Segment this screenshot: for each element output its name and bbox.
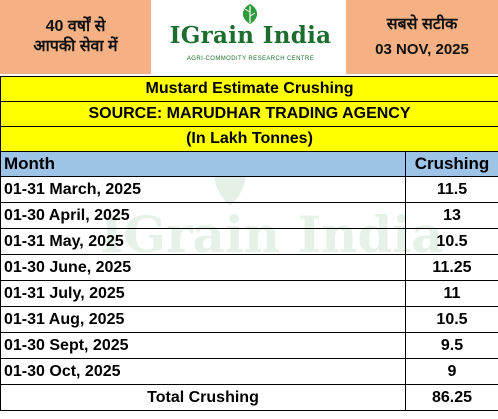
table-row: 01-31 Aug, 2025 10.5 — [0, 306, 498, 333]
logo: IGrain India AGRI-COMMODITY RESEARCH CEN… — [151, 0, 346, 74]
row-month: 01-30 Sept, 2025 — [0, 332, 406, 359]
row-month: 01-31 July, 2025 — [0, 280, 406, 307]
table-unit: (In Lakh Tonnes) — [0, 126, 498, 152]
row-crushing: 11.5 — [405, 176, 498, 203]
table-row: 01-30 Sept, 2025 9.5 — [0, 332, 498, 359]
table-row: 01-30 April, 2025 13 — [0, 202, 498, 229]
column-header-crushing: Crushing — [405, 151, 498, 177]
row-crushing: 11.25 — [405, 254, 498, 281]
header-band: 40 वर्षों से आपकी सेवा में IGrain India … — [0, 0, 498, 74]
table-row: 01-30 June, 2025 11.25 — [0, 254, 498, 281]
total-label: Total Crushing — [0, 384, 406, 411]
crushing-table: Mustard Estimate Crushing SOURCE: MARUDH… — [0, 76, 498, 411]
table-row: 01-30 Oct, 2025 9 — [0, 358, 498, 385]
logo-leaf-icon — [242, 4, 258, 24]
header-tagline-line2: आपकी सेवा में — [33, 38, 118, 55]
row-crushing: 9 — [405, 358, 498, 385]
total-value: 86.25 — [405, 384, 498, 411]
row-month: 01-30 Oct, 2025 — [0, 358, 406, 385]
row-crushing: 9.5 — [405, 332, 498, 359]
table-source: SOURCE: MARUDHAR TRADING AGENCY — [0, 101, 498, 127]
header-accuracy-text: सबसे सटीक — [386, 15, 458, 33]
row-month: 01-31 May, 2025 — [0, 228, 406, 255]
table-title: Mustard Estimate Crushing — [0, 76, 498, 102]
header-date-box: सबसे सटीक 03 NOV, 2025 — [346, 0, 498, 74]
report-date: 03 NOV, 2025 — [375, 40, 469, 58]
row-month: 01-31 March, 2025 — [0, 176, 406, 203]
column-header-month: Month — [0, 151, 406, 177]
row-crushing: 13 — [405, 202, 498, 229]
table-row: 01-31 July, 2025 11 — [0, 280, 498, 307]
row-month: 01-31 Aug, 2025 — [0, 306, 406, 333]
header-tagline-box: 40 वर्षों से आपकी सेवा में — [0, 0, 151, 74]
logo-tagline: AGRI-COMMODITY RESEARCH CENTRE — [186, 56, 315, 62]
row-crushing: 10.5 — [405, 306, 498, 333]
row-month: 01-30 June, 2025 — [0, 254, 406, 281]
row-month: 01-30 April, 2025 — [0, 202, 406, 229]
total-row: Total Crushing 86.25 — [0, 384, 498, 411]
row-crushing: 11 — [405, 280, 498, 307]
logo-name: IGrain India — [169, 22, 332, 49]
header-tagline-line1: 40 वर्षों से — [45, 18, 106, 35]
table-row: 01-31 May, 2025 10.5 — [0, 228, 498, 255]
table-row: 01-31 March, 2025 11.5 — [0, 176, 498, 203]
row-crushing: 10.5 — [405, 228, 498, 255]
